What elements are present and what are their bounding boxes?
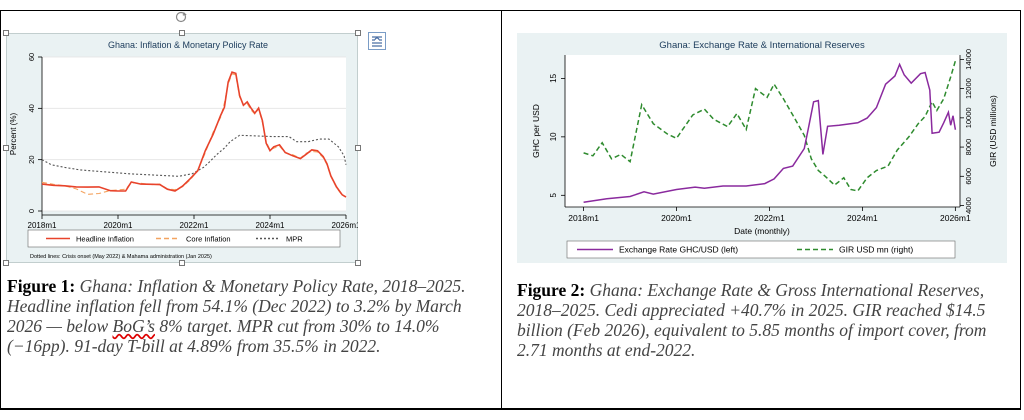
resize-handle[interactable]	[179, 30, 185, 36]
figure2-caption: Figure 2: Ghana: Exchange Rate & Gross I…	[517, 280, 1017, 360]
table-cell-right	[501, 10, 1021, 410]
figure1-legend: Headline Inflation Core Inflation MPR	[27, 229, 341, 248]
figure1-xtick-label: 2026m1	[332, 221, 358, 230]
figure1-series-mpr	[41, 134, 347, 177]
figure2-ytick-label-right: 12000	[964, 78, 973, 99]
figure1-note: Dotted lines: Crisis onset (May 2022) & …	[30, 254, 212, 260]
figure1-xtick-label: 2022m1	[180, 221, 209, 230]
figure1-chart[interactable]: Ghana: Inflation & Monetary Policy Rate …	[6, 33, 358, 263]
figure2-ylabel-right: GIR (USD millions)	[988, 95, 998, 167]
figure1-ytick-label: 60	[27, 53, 36, 61]
resize-handle[interactable]	[355, 145, 361, 151]
figure1-caption-underlined: BoG’s	[112, 316, 155, 336]
figure1-ytick-label: 0	[27, 209, 36, 213]
figure2-ytick-label-left: 10	[549, 132, 558, 141]
figure1-title: Ghana: Inflation & Monetary Policy Rate	[108, 40, 268, 50]
figure2-legend-label: GIR USD mn (right)	[839, 245, 913, 255]
resize-handle[interactable]	[3, 30, 9, 36]
figure2-legend-label: Exchange Rate GHC/USD (left)	[619, 245, 738, 255]
figure1-ylabel: Percent (%)	[9, 113, 18, 156]
figure1-caption-label: Figure 1:	[7, 276, 76, 296]
figure2-ytick-label-left: 5	[549, 193, 558, 198]
figure2-title: Ghana: Exchange Rate & International Res…	[659, 40, 865, 51]
figure2-ytick-label-right: 10000	[964, 107, 973, 128]
resize-handle[interactable]	[3, 145, 9, 151]
figure1-ytick-label: 20	[27, 155, 36, 163]
rotate-handle-icon[interactable]	[174, 10, 188, 24]
figure2-legend: Exchange Rate GHC/USD (left) GIR USD mn (…	[566, 240, 956, 259]
resize-handle[interactable]	[179, 260, 185, 266]
figure2-xtick-label: 2020m1	[661, 213, 692, 223]
figure2-ytick-label-right: 14000	[964, 49, 973, 70]
figure2-xtick-label: 2024m1	[847, 213, 878, 223]
figure1-caption-text: Ghana: Inflation & Monetary Policy Rate,…	[7, 276, 466, 336]
figure2-series-exchange-rate	[583, 62, 957, 204]
figure1-xtick-label: 2018m1	[28, 221, 57, 230]
figure2-plot-area	[565, 55, 960, 207]
figure2-legend-box	[566, 240, 956, 259]
figure1-caption: Figure 1: Ghana: Inflation & Monetary Po…	[7, 276, 495, 356]
resize-handle[interactable]	[355, 260, 361, 266]
figure2-chart[interactable]: Ghana: Exchange Rate & International Res…	[517, 33, 1007, 263]
figure1-xtick-label: 2020m1	[104, 221, 133, 230]
figure2-ytick-label-right: 6000	[964, 168, 973, 185]
figure1-xtick-label: 2024m1	[256, 221, 285, 230]
resize-handle[interactable]	[3, 260, 9, 266]
figure2-ytick-label-right: 8000	[964, 139, 973, 156]
figure1-series-headline-inflation	[41, 71, 347, 198]
figure2-xtick-label: 2026m1	[940, 213, 971, 223]
figure2-xlabel: Date (monthly)	[734, 226, 790, 236]
figure2-ytick-label-right: 4000	[964, 197, 973, 214]
figure2-ylabel-left: GHC per USD	[531, 104, 541, 158]
figure2-caption-text: Ghana: Exchange Rate & Gross Internation…	[517, 280, 987, 360]
figure1-plot-area	[42, 57, 346, 211]
figure2-xtick-label: 2022m1	[754, 213, 785, 223]
figure1-caption-text-end: 8% target. MPR cut from 30% to 14.0% (−1…	[7, 316, 440, 356]
figure2-series-gir	[583, 60, 957, 192]
figure2-ytick-label-left: 15	[549, 73, 558, 82]
figure1-ytick-label: 40	[27, 104, 36, 112]
figure1-legend-label: Core Inflation	[186, 235, 231, 244]
layout-options-icon[interactable]	[368, 32, 386, 50]
table-row-divider	[0, 408, 1021, 409]
figure1-legend-label: Headline Inflation	[76, 235, 134, 244]
figure1-legend-label: MPR	[286, 235, 303, 244]
resize-handle[interactable]	[355, 30, 361, 36]
figure2-caption-label: Figure 2:	[517, 280, 586, 300]
figure2-xtick-label: 2018m1	[568, 213, 599, 223]
figure1-legend-box	[27, 229, 341, 248]
